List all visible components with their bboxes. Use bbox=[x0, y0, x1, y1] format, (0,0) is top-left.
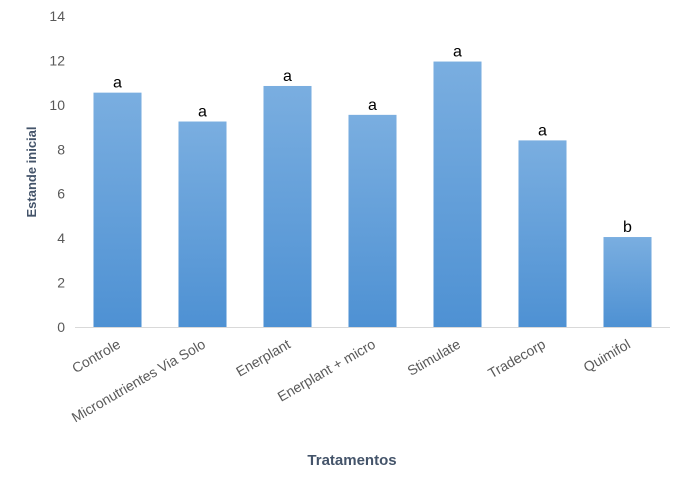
x-tick-label: Stimulate bbox=[404, 336, 463, 379]
y-tick-label: 12 bbox=[49, 52, 65, 68]
x-axis-title: Tratamentos bbox=[307, 452, 396, 469]
y-tick-label: 0 bbox=[57, 319, 65, 335]
y-axis-title: Estande inicial bbox=[24, 126, 39, 217]
x-tick-label: Tradecorp bbox=[485, 336, 548, 382]
bars-group bbox=[93, 61, 652, 328]
data-label: b bbox=[623, 219, 632, 236]
x-tick-label: Micronutrientes Via Solo bbox=[69, 336, 208, 426]
x-tick-label: Controle bbox=[69, 336, 123, 376]
bar bbox=[263, 85, 312, 327]
bar bbox=[518, 140, 567, 327]
data-label: a bbox=[113, 75, 122, 92]
y-tick-label: 8 bbox=[57, 141, 65, 157]
data-label: a bbox=[453, 44, 462, 61]
data-labels-group: a a a a a a b bbox=[113, 44, 632, 236]
bar bbox=[603, 237, 652, 327]
y-tick-label: 6 bbox=[57, 186, 65, 202]
data-label: a bbox=[198, 104, 207, 121]
data-label: a bbox=[283, 68, 292, 85]
y-tick-label: 4 bbox=[57, 230, 65, 246]
y-tick-label: 10 bbox=[49, 97, 65, 113]
bar bbox=[433, 61, 482, 328]
y-tick-label: 14 bbox=[49, 8, 65, 24]
bar bbox=[93, 92, 142, 327]
bar bbox=[178, 121, 227, 328]
y-axis-ticks: 0 2 4 6 8 10 12 14 bbox=[49, 8, 65, 335]
data-label: a bbox=[368, 97, 377, 114]
data-label: a bbox=[538, 122, 547, 139]
bar bbox=[348, 114, 397, 327]
y-tick-label: 2 bbox=[57, 275, 65, 291]
x-tick-label: Enerplant bbox=[233, 336, 293, 380]
x-tick-label: Quimifol bbox=[581, 336, 633, 376]
